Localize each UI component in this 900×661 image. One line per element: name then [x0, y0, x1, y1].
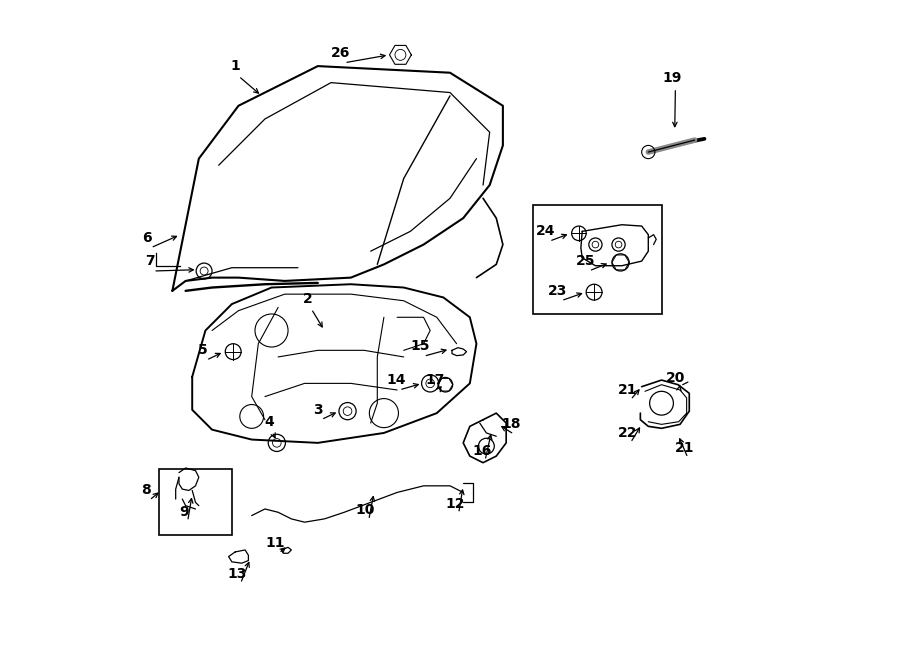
Text: 4: 4 [264, 414, 274, 429]
Circle shape [642, 145, 655, 159]
Text: 23: 23 [548, 284, 567, 298]
Text: 26: 26 [331, 46, 351, 60]
Polygon shape [390, 46, 411, 64]
Text: 8: 8 [141, 483, 151, 498]
Text: 21: 21 [617, 383, 637, 397]
Text: 16: 16 [472, 444, 491, 458]
Text: 17: 17 [426, 373, 446, 387]
Text: 15: 15 [410, 339, 430, 354]
Text: 11: 11 [266, 536, 285, 551]
Text: 18: 18 [501, 417, 520, 432]
Text: 9: 9 [179, 504, 189, 519]
Text: 22: 22 [617, 426, 637, 440]
Bar [159, 469, 232, 535]
Text: 1: 1 [230, 59, 240, 73]
Text: 19: 19 [662, 71, 682, 85]
Text: 5: 5 [198, 343, 208, 358]
Text: 10: 10 [356, 503, 375, 518]
Bar [533, 205, 662, 314]
Text: 25: 25 [576, 254, 595, 268]
Text: 20: 20 [666, 371, 686, 385]
Text: 3: 3 [313, 403, 322, 417]
Text: 6: 6 [142, 231, 152, 245]
Text: 24: 24 [536, 224, 555, 239]
Text: 2: 2 [303, 292, 313, 306]
Text: 14: 14 [386, 373, 406, 387]
Text: 13: 13 [228, 566, 247, 581]
Text: 7: 7 [145, 254, 155, 268]
Text: 21: 21 [675, 441, 695, 455]
Text: 12: 12 [446, 496, 465, 511]
